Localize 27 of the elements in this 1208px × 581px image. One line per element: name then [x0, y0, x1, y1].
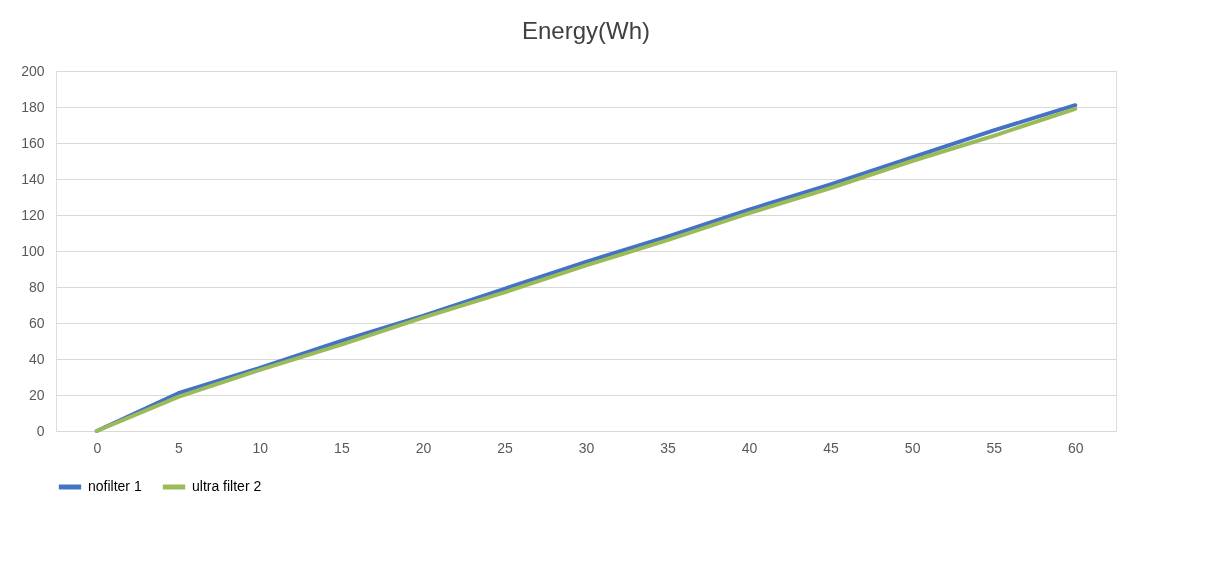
x-tick-label: 30 [578, 439, 595, 456]
x-tick-label: 35 [660, 439, 677, 456]
y-tick-label: 0 [36, 422, 45, 439]
x-tick-label: 55 [986, 439, 1003, 456]
x-tick-label: 25 [497, 439, 513, 456]
y-tick-label: 180 [21, 98, 45, 115]
x-tick-label: 10 [252, 439, 269, 456]
x-tick-label: 5 [174, 439, 183, 456]
y-tick-label: 160 [21, 134, 45, 151]
x-tick-label: 45 [823, 439, 840, 456]
y-tick-label: 200 [21, 62, 45, 79]
y-tick-label: 120 [21, 206, 45, 223]
y-tick-label: 80 [28, 278, 45, 295]
y-tick-label: 20 [28, 386, 45, 403]
x-tick-label: 15 [334, 439, 350, 456]
legend-label: nofilter 1 [88, 478, 142, 494]
y-tick-label: 140 [21, 170, 45, 187]
y-tick-label: 40 [28, 350, 45, 367]
chart-title: Energy(Wh) [521, 17, 651, 44]
x-tick-label: 0 [93, 439, 102, 456]
y-tick-label: 60 [28, 314, 45, 331]
x-tick-label: 50 [904, 439, 921, 456]
x-tick-label: 40 [741, 439, 758, 456]
x-tick-label: 60 [1067, 439, 1084, 456]
y-tick-label: 100 [21, 242, 45, 259]
x-tick-label: 20 [415, 439, 432, 456]
legend-label: ultra filter 2 [192, 478, 262, 494]
